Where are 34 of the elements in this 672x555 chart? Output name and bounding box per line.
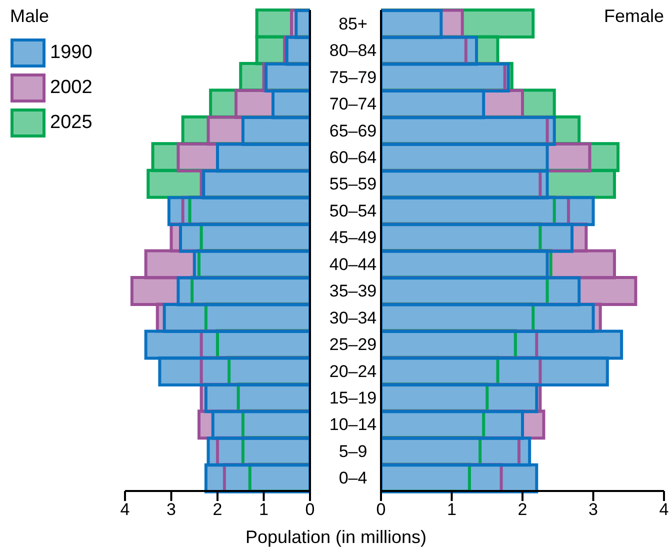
y-tick-label: 15–19 [329,388,377,408]
y-tick-label: 10–14 [329,415,377,434]
x-tick-label: 4 [659,500,669,520]
x-tick-label: 1 [447,500,456,520]
x-axis-title: Population (in millions) [244,527,428,548]
x-tick-label: 2 [212,500,222,520]
legend-label: 2002 [50,76,92,98]
y-tick-label: 80–84 [329,41,377,60]
x-tick-label: 4 [120,500,130,520]
y-tick-label: 45–49 [329,228,377,248]
y-tick-label: 40–44 [329,254,377,274]
y-tick-label: 5–9 [338,442,368,461]
y-tick-label: 20–24 [329,362,377,381]
y-tick-label: 0–4 [338,468,368,488]
y-tick-label: 30–34 [329,308,377,328]
x-tick-label: 1 [259,500,268,520]
x-tick-label: 3 [166,500,176,520]
y-tick-label: 50–54 [329,201,377,220]
x-tick-label: 2 [518,500,528,520]
y-tick-label: 25–29 [329,335,377,354]
y-tick-label: 75–79 [329,68,377,87]
y-tick-label: 60–64 [329,148,377,168]
x-tick-label: 0 [376,500,386,520]
chart-title: Female [604,6,664,27]
y-tick-label: 65–69 [329,121,377,140]
legend-label: 2025 [50,112,92,134]
y-tick-label: 70–74 [329,94,377,114]
chart-title: Male [10,6,50,27]
y-tick-label: 85+ [338,14,368,34]
y-tick-label: 55–59 [329,174,377,194]
x-tick-label: 0 [305,500,315,520]
x-tick-label: 3 [588,500,598,520]
y-tick-label: 35–39 [329,282,377,301]
legend-label: 1990 [50,42,92,64]
